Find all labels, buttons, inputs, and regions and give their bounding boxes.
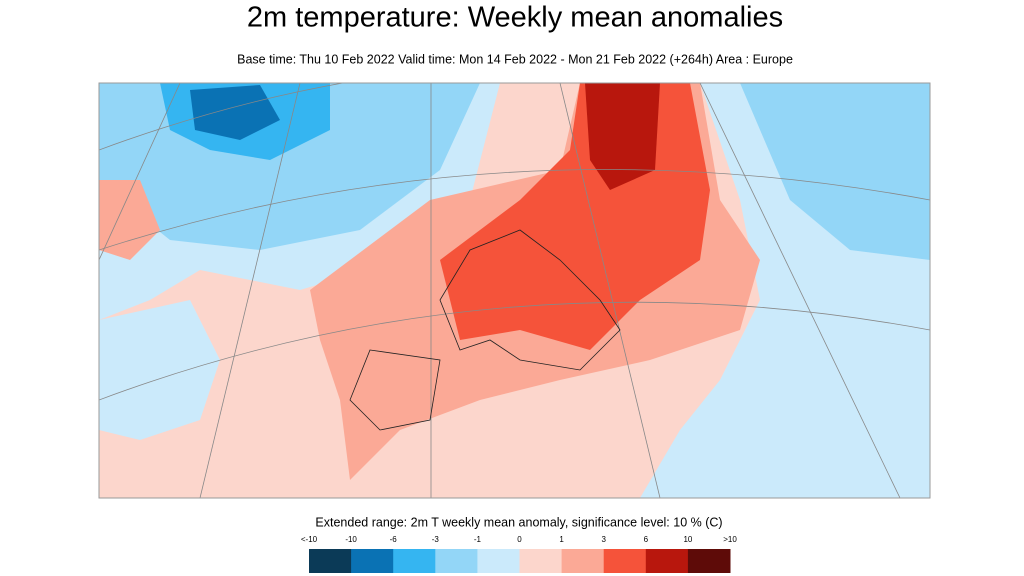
colorbar-swatch bbox=[645, 549, 689, 573]
colorbar-swatch bbox=[477, 549, 520, 573]
colorbar-swatch bbox=[393, 549, 436, 573]
colorbar-label: 6 bbox=[644, 535, 649, 544]
colorbar-swatch bbox=[351, 549, 394, 573]
colorbar-label: -10 bbox=[345, 535, 357, 544]
graticule bbox=[99, 83, 930, 498]
colorbar-label: 1 bbox=[559, 535, 564, 544]
colorbar-label: 3 bbox=[601, 535, 606, 544]
title: 2m temperature: Weekly mean anomalies bbox=[247, 2, 783, 34]
colorbar: <-10 -10 -6 -3 -1 0 1 3 6 10 >10 bbox=[301, 535, 737, 573]
colorbar-label: -1 bbox=[474, 535, 482, 544]
colorbar-label: 0 bbox=[517, 535, 522, 544]
colorbar-swatch bbox=[687, 549, 731, 573]
coastline bbox=[349, 229, 621, 431]
subtitle: Base time: Thu 10 Feb 2022 Valid time: M… bbox=[237, 52, 793, 66]
colorbar-label: 10 bbox=[683, 535, 692, 544]
colorbar-label: <-10 bbox=[301, 535, 318, 544]
region-cold bbox=[740, 83, 930, 260]
map bbox=[98, 82, 931, 499]
colorbar-swatch bbox=[603, 549, 647, 573]
region-warm bbox=[585, 83, 660, 190]
region-cold bbox=[190, 85, 280, 140]
colorbar-swatch bbox=[561, 549, 605, 573]
colorbar-label: -3 bbox=[432, 535, 440, 544]
colorbar-swatch bbox=[435, 549, 478, 573]
colorbar-swatch bbox=[519, 549, 563, 573]
region-warm bbox=[99, 180, 160, 260]
colorbar-label: -6 bbox=[390, 535, 398, 544]
map-frame bbox=[98, 82, 931, 499]
colorbar-swatch bbox=[309, 549, 352, 573]
legend-title: Extended range: 2m T weekly mean anomaly… bbox=[315, 515, 722, 529]
colorbar-label: >10 bbox=[723, 535, 737, 544]
region-cold bbox=[99, 300, 220, 440]
